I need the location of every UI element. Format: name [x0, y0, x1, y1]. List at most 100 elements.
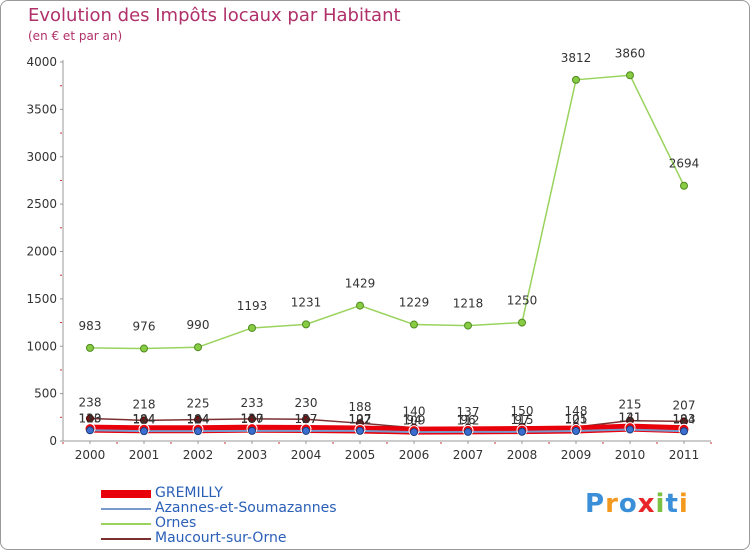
data-label: 140: [403, 405, 426, 419]
data-label: 107: [241, 412, 264, 426]
data-label: 122: [349, 412, 372, 426]
data-label: 990: [187, 318, 210, 332]
data-label: 104: [187, 412, 210, 426]
chart-title: Evolution des Impôts locaux par Habitant: [28, 5, 401, 26]
data-label: 130: [79, 412, 102, 426]
x-tick-label: 2010: [615, 448, 646, 462]
data-label: 105: [565, 412, 588, 426]
marker-azannes: [248, 426, 256, 435]
marker-azannes: [464, 427, 472, 436]
marker-azannes: [194, 427, 202, 436]
y-tick-label: 1000: [26, 339, 57, 353]
marker-maucourt: [248, 414, 256, 423]
chart-subtitle: (en € et par an): [28, 29, 123, 43]
marker-ornes: [518, 318, 526, 327]
data-label: 141: [619, 411, 642, 425]
legend-item: Azannes-et-Soumazannes: [101, 501, 337, 516]
y-tick-label: 0: [49, 434, 57, 448]
y-tick-label: 3000: [26, 150, 57, 164]
y-tick-label: 500: [34, 387, 57, 401]
data-label: 2694: [669, 157, 700, 171]
marker-ornes: [194, 343, 202, 352]
marker-azannes: [86, 426, 94, 435]
data-label: 1250: [507, 294, 538, 308]
data-label: 238: [79, 395, 102, 409]
data-label: 3860: [615, 46, 646, 60]
logo-letter: r: [605, 489, 619, 519]
data-label: 1231: [291, 295, 322, 309]
x-tick-label: 2001: [129, 448, 160, 462]
x-tick-label: 2005: [345, 448, 376, 462]
series-line-gremilly: [89, 423, 685, 435]
marker-ornes: [464, 321, 472, 330]
logo-letter: P: [585, 489, 606, 519]
marker-azannes: [356, 426, 364, 435]
data-label: 121: [565, 413, 588, 427]
logo-letter: x: [637, 489, 656, 519]
chart-legend: GREMILLY Azannes-et-Soumazannes Ornes Mauco…: [101, 486, 337, 546]
data-label: 1193: [237, 299, 268, 313]
series-line-ornes: [89, 74, 685, 350]
logo-letter: i: [655, 489, 666, 519]
legend-swatch: [101, 490, 151, 498]
data-label: 124: [187, 412, 210, 426]
data-label: 983: [79, 319, 102, 333]
marker-azannes: [572, 427, 580, 436]
data-label: 230: [295, 396, 318, 410]
data-label: 976: [133, 320, 156, 334]
x-tick-label: 2007: [453, 448, 484, 462]
data-label: 124: [673, 412, 696, 426]
marker-ornes: [86, 343, 94, 352]
data-label: 103: [673, 412, 696, 426]
data-label: 130: [241, 412, 264, 426]
data-label: 115: [511, 413, 534, 427]
data-label: 124: [133, 412, 156, 426]
data-label: 109: [403, 414, 426, 428]
marker-maucourt: [194, 415, 202, 424]
data-label: 107: [349, 412, 372, 426]
marker-azannes: [626, 425, 634, 434]
x-tick-label: 2003: [237, 448, 268, 462]
x-tick-label: 2009: [561, 448, 592, 462]
legend-swatch: [101, 538, 151, 540]
proxiti-logo: Proxiti: [585, 489, 689, 519]
data-label: 1218: [453, 297, 484, 311]
series-line-azannes-et-soumazannes: [89, 428, 685, 434]
data-label: 113: [79, 411, 102, 425]
marker-azannes: [680, 427, 688, 436]
legend-item: Maucourt-sur-Orne: [101, 531, 337, 546]
data-label: 94: [406, 413, 421, 427]
data-label: 104: [133, 412, 156, 426]
logo-letter: t: [665, 489, 679, 519]
data-label: 1429: [345, 277, 376, 291]
data-label: 137: [457, 405, 480, 419]
marker-azannes: [140, 427, 148, 436]
data-label: 1229: [399, 296, 430, 310]
logo-letter: i: [678, 489, 689, 519]
marker-ornes: [356, 301, 364, 310]
y-tick-label: 1500: [26, 292, 57, 306]
legend-label: GREMILLY: [155, 485, 223, 501]
data-label: 3812: [561, 51, 592, 65]
data-label: 96: [460, 413, 475, 427]
data-label: 97: [514, 413, 529, 427]
marker-maucourt: [302, 415, 310, 424]
y-tick-label: 3500: [26, 102, 57, 116]
data-label: 215: [619, 398, 642, 412]
data-label: 207: [673, 398, 696, 412]
x-tick-label: 2006: [399, 448, 430, 462]
marker-azannes: [302, 426, 310, 435]
data-label: 150: [511, 404, 534, 418]
x-tick-label: 2000: [75, 448, 106, 462]
legend-swatch: [101, 523, 151, 525]
legend-label: Maucourt-sur-Orne: [155, 530, 287, 546]
marker-ornes: [140, 344, 148, 353]
y-tick-label: 4000: [26, 55, 57, 69]
logo-letter: o: [618, 489, 638, 519]
y-tick-label: 2500: [26, 197, 57, 211]
x-tick-label: 2004: [291, 448, 322, 462]
marker-ornes: [410, 320, 418, 329]
x-tick-label: 2002: [183, 448, 214, 462]
